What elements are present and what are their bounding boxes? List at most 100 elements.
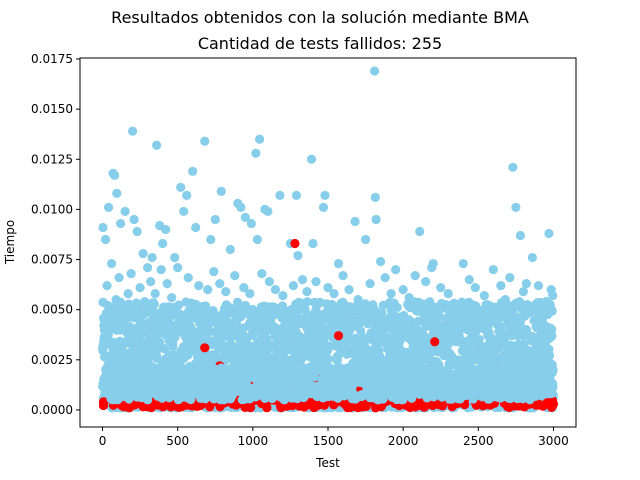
point-passed — [165, 387, 175, 398]
point-passed — [213, 373, 223, 383]
point-passed — [112, 188, 122, 198]
point-passed — [451, 301, 461, 311]
point-passed — [152, 365, 162, 375]
point-passed — [527, 252, 538, 263]
point-passed — [544, 228, 554, 239]
point-failed — [240, 402, 250, 412]
point-passed — [543, 373, 554, 384]
point-passed — [150, 385, 160, 395]
point-passed — [127, 364, 137, 374]
point-passed — [326, 380, 336, 391]
point-passed — [225, 364, 235, 374]
point-passed — [225, 244, 235, 255]
point-passed — [465, 364, 475, 374]
point-passed — [124, 394, 134, 404]
point-passed — [128, 126, 138, 136]
point-passed — [152, 140, 162, 150]
point-passed — [377, 307, 387, 318]
point-passed — [339, 391, 349, 401]
point-passed — [170, 252, 180, 263]
point-passed — [500, 295, 510, 305]
point-passed — [318, 202, 329, 212]
point-passed — [221, 287, 231, 297]
point-passed — [299, 391, 309, 401]
point-passed — [146, 277, 156, 287]
point-passed — [150, 289, 160, 299]
point-passed — [427, 262, 437, 273]
point-passed — [252, 391, 262, 401]
point-passed — [396, 395, 406, 405]
point-passed — [350, 216, 360, 227]
point-passed — [206, 234, 216, 245]
point-passed — [333, 258, 344, 269]
point-passed — [285, 375, 295, 386]
point-passed — [474, 379, 484, 389]
point-passed — [159, 363, 170, 373]
point-failed — [290, 238, 300, 249]
point-passed — [386, 289, 396, 299]
x-axis-label: Test — [315, 456, 340, 470]
point-passed — [464, 275, 474, 285]
point-passed — [311, 381, 322, 392]
point-passed — [330, 372, 340, 383]
point-passed — [203, 285, 213, 295]
point-passed — [106, 258, 117, 269]
point-failed — [548, 399, 559, 409]
point-passed — [476, 391, 486, 401]
point-passed — [353, 295, 363, 305]
point-passed — [370, 192, 380, 202]
point-failed — [158, 401, 168, 411]
point-passed — [260, 393, 270, 403]
point-passed — [422, 376, 432, 387]
point-passed — [297, 275, 308, 285]
point-failed — [430, 337, 440, 347]
point-passed — [140, 297, 150, 307]
point-passed — [252, 234, 262, 245]
point-passed — [239, 283, 249, 293]
point-passed — [201, 301, 211, 311]
point-passed — [185, 390, 195, 400]
point-passed — [101, 364, 112, 375]
point-passed — [380, 273, 390, 283]
point-passed — [415, 226, 425, 237]
point-passed — [227, 376, 237, 386]
point-passed — [413, 378, 423, 388]
point-passed — [355, 390, 365, 401]
point-passed — [182, 190, 192, 200]
point-passed — [515, 230, 525, 241]
point-passed — [162, 370, 172, 380]
point-passed — [290, 346, 300, 356]
point-passed — [413, 316, 423, 326]
plot-marks — [97, 66, 559, 413]
point-passed — [541, 297, 551, 307]
point-passed — [267, 365, 277, 375]
point-failed — [299, 402, 309, 412]
point-passed — [278, 291, 288, 301]
point-passed — [468, 394, 478, 404]
point-passed — [291, 190, 302, 200]
point-passed — [327, 299, 337, 310]
chart-suptitle: Resultados obtenidos con la solución med… — [111, 8, 529, 27]
point-passed — [521, 279, 532, 289]
point-passed — [158, 238, 168, 249]
point-passed — [173, 365, 183, 375]
point-passed — [521, 326, 532, 336]
point-passed — [114, 379, 124, 389]
point-passed — [434, 311, 445, 321]
point-passed — [415, 389, 425, 399]
point-passed — [183, 273, 193, 283]
point-passed — [302, 287, 312, 297]
point-passed — [216, 186, 226, 196]
point-passed — [103, 202, 114, 212]
x-tick-label: 3000 — [538, 434, 569, 448]
point-passed — [467, 373, 477, 383]
point-passed — [222, 387, 232, 397]
point-passed — [102, 281, 112, 291]
point-passed — [508, 162, 518, 172]
point-passed — [263, 206, 273, 217]
point-passed — [176, 182, 186, 192]
point-passed — [525, 307, 535, 318]
point-failed — [98, 400, 109, 411]
point-passed — [349, 364, 359, 374]
point-passed — [103, 330, 113, 341]
